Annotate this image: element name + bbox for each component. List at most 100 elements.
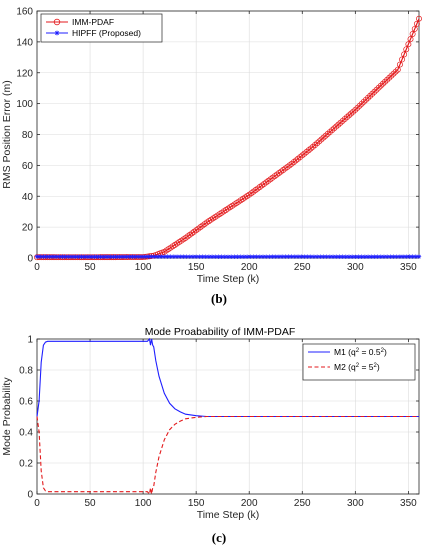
data-point [394,254,399,259]
data-point [321,254,326,259]
data-point [63,254,68,259]
data-point [343,254,348,259]
data-point [283,254,288,259]
data-point [251,254,256,259]
data-point [388,254,393,259]
y-tick-label: 0.8 [19,366,33,377]
data-point [174,254,180,259]
data-point [384,76,391,83]
data-point [330,254,336,259]
y-tick-label: 40 [22,192,34,203]
data-point [168,254,173,259]
series-line [36,415,419,496]
data-point [337,119,344,126]
data-point [279,254,285,259]
data-point [314,254,320,259]
data-point [130,254,135,259]
data-point [289,254,294,259]
chart-c-y-axis-label: Mode Probability [1,377,13,456]
data-point [69,254,75,259]
data-point [299,254,304,259]
chart-c-x-ticks: 0 50 100 150 200 250 300 350 [34,339,417,509]
y-tick-label: 0 [27,490,33,501]
series-line [36,18,420,258]
data-point [76,254,81,259]
data-point [264,254,269,259]
data-point [288,160,295,167]
data-point [248,254,253,259]
x-tick-label: 150 [188,262,205,273]
x-tick-label: 200 [241,498,258,509]
y-tick-label: 20 [22,223,34,234]
y-tick-label: 120 [16,68,33,79]
data-point [318,254,323,259]
data-point [341,116,348,123]
x-tick-label: 100 [135,498,152,509]
data-point [379,80,386,87]
y-tick-label: 1 [27,335,33,346]
data-point [162,254,167,259]
series-1 [34,15,422,261]
data-point [238,254,243,259]
data-point [327,254,333,259]
data-point [405,41,412,48]
data-point [92,254,97,259]
data-point [413,254,419,259]
chart-c-panel-label: (c) [212,530,226,545]
data-point [377,82,384,89]
data-point [353,254,358,259]
chart-c-title: Mode Proabability of IMM-PDAF [145,326,296,338]
data-point [41,254,46,259]
y-tick-label: 160 [16,7,33,18]
data-point [232,254,237,259]
data-point [413,20,420,27]
x-tick-label: 0 [34,498,40,509]
legend-label: IMM-PDAF [72,17,114,27]
data-point [254,254,259,259]
data-point [365,94,372,101]
legend-label: M2 (q2 = 52) [334,362,380,372]
data-point [390,70,397,77]
data-point [324,130,331,137]
y-tick-label: 80 [22,130,34,141]
data-point [149,254,154,259]
data-point [295,155,301,162]
data-point [297,154,304,160]
data-point [114,254,119,259]
series-1 [36,337,419,418]
x-tick-label: 50 [84,262,96,273]
data-point [181,254,186,259]
y-tick-label: 0.4 [19,428,33,439]
data-point [57,254,62,259]
data-point [371,88,378,95]
data-point [34,254,40,259]
data-point [206,254,212,259]
data-point [276,254,282,259]
data-point [399,56,405,63]
data-point [378,254,383,259]
x-tick-label: 250 [294,262,311,273]
legend-box [302,343,416,381]
x-tick-label: 300 [347,498,364,509]
legend-box [40,13,163,43]
data-point [133,254,138,259]
data-point [79,254,84,259]
data-point [108,254,113,259]
data-point [187,254,192,259]
data-point [343,114,350,121]
data-point [316,138,323,145]
data-point [190,254,196,259]
data-point [197,254,202,259]
data-point [82,254,87,259]
data-point [178,254,183,259]
data-point [318,136,325,143]
x-tick-label: 300 [347,262,364,273]
data-point [381,254,387,259]
y-tick-label: 60 [22,161,34,172]
data-point [85,254,91,259]
data-point [225,254,231,259]
chart-b-x-axis-label: Time Step (k) [197,273,260,285]
data-point [397,254,403,259]
data-point [407,254,412,259]
